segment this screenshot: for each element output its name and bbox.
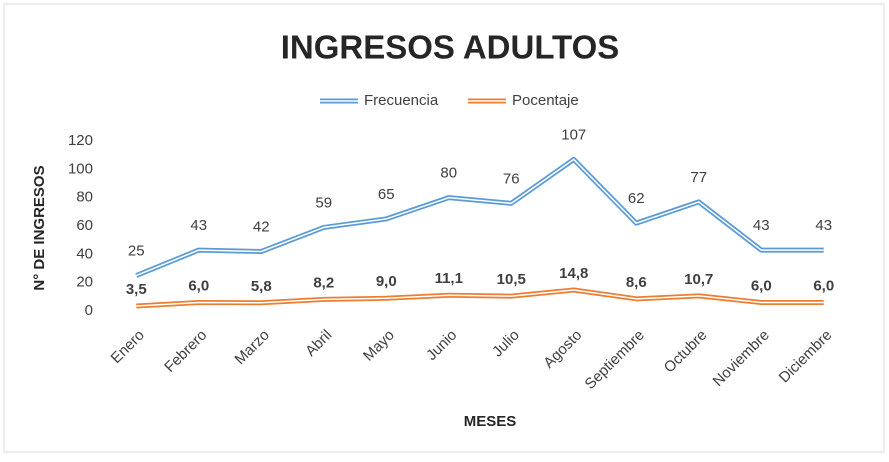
y-tick-label: 100: [68, 160, 93, 177]
data-label: 11,1: [435, 270, 463, 287]
y-tick-label: 20: [76, 274, 93, 291]
data-label: 8,6: [626, 274, 647, 291]
chart-border: [3, 3, 885, 453]
data-label: 65: [378, 186, 395, 203]
data-label: 42: [253, 218, 270, 235]
y-tick-label: 60: [76, 217, 93, 234]
data-label: 59: [315, 194, 332, 211]
data-label: 43: [815, 217, 832, 234]
series-line-inner: [135, 158, 824, 277]
data-label: 25: [128, 243, 145, 260]
data-label: 62: [628, 190, 645, 207]
y-axis-label: N° DE INGRESOS: [31, 165, 48, 290]
data-label: 8,2: [313, 274, 334, 291]
data-label: 107: [561, 126, 586, 143]
legend-label: Frecuencia: [364, 92, 439, 109]
data-label: 80: [440, 165, 457, 182]
chart-title: INGRESOS ADULTOS: [281, 29, 620, 66]
data-label: 76: [503, 170, 520, 187]
data-label: 6,0: [751, 277, 772, 294]
data-label: 5,8: [251, 278, 272, 295]
y-tick-label: 80: [76, 189, 93, 206]
data-label: 14,8: [559, 265, 588, 282]
x-axis-label: MESES: [464, 413, 517, 430]
data-label: 43: [190, 217, 207, 234]
legend-label: Pocentaje: [512, 92, 579, 109]
y-tick-label: 40: [76, 245, 93, 262]
data-label: 10,7: [684, 271, 713, 288]
y-tick-label: 120: [68, 132, 93, 149]
data-label: 6,0: [813, 277, 834, 294]
data-label: 6,0: [188, 277, 209, 294]
data-label: 77: [690, 169, 707, 186]
series-line-inner: [136, 289, 824, 307]
data-label: 9,0: [376, 273, 397, 290]
data-label: 10,5: [497, 271, 526, 288]
data-label: 43: [753, 217, 770, 234]
data-label: 3,5: [126, 281, 147, 298]
y-tick-label: 0: [85, 302, 93, 319]
